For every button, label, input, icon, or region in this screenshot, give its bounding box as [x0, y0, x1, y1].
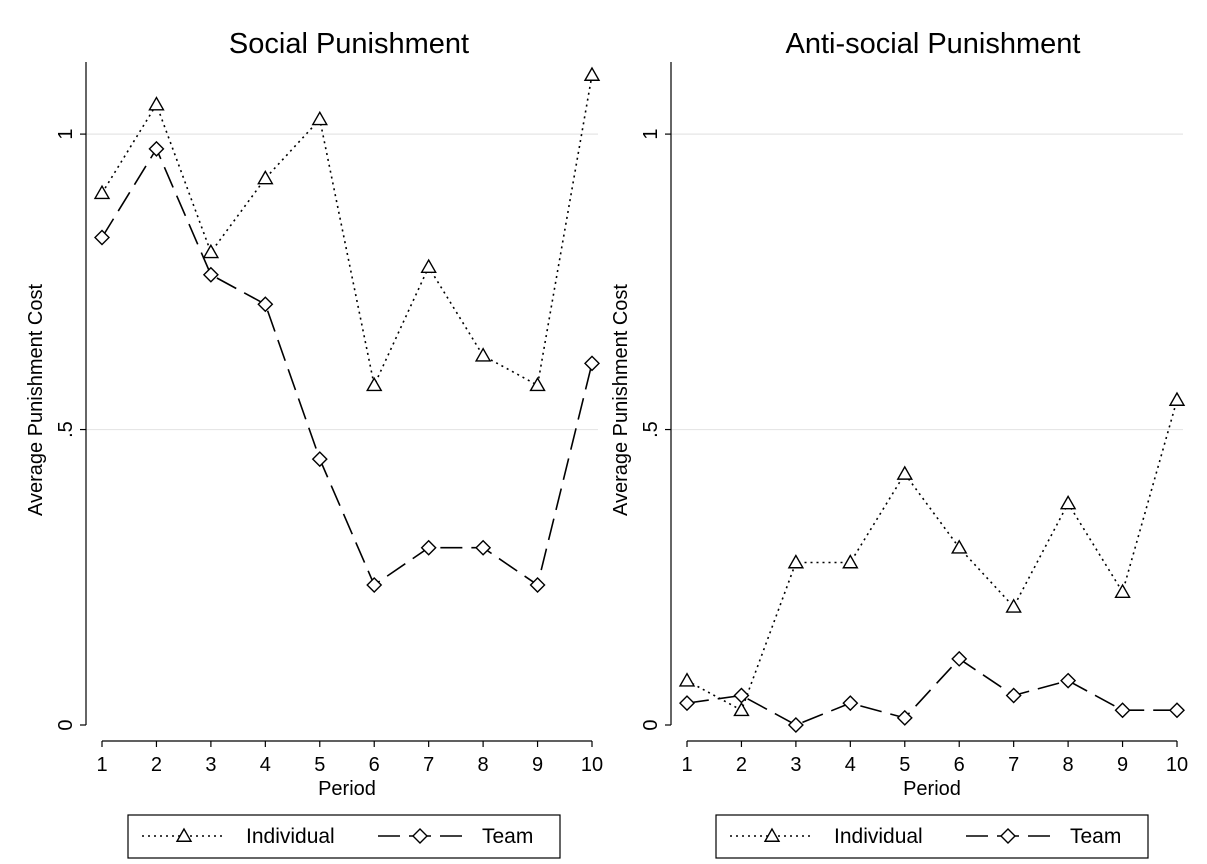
data-point-team-9 [1114, 702, 1131, 719]
data-point-individual-8 [474, 347, 492, 362]
data-point-individual-9 [1114, 583, 1131, 598]
data-point-team-9 [529, 576, 546, 593]
legend-box [127, 814, 561, 859]
y-tick-label-0: 0 [55, 719, 77, 730]
data-point-individual-3 [787, 554, 805, 569]
data-point-team-1 [679, 695, 695, 712]
y-tick-label-2: 1 [55, 129, 77, 140]
x-tick-label-8: 9 [1117, 754, 1128, 776]
data-point-individual-8 [1059, 494, 1077, 510]
data-point-individual-2 [733, 701, 750, 717]
data-point-individual-10 [1168, 391, 1186, 406]
x-tick-label-3: 4 [845, 754, 856, 776]
x-axis-label: Period [318, 778, 376, 800]
data-point-individual-6 [366, 376, 383, 392]
x-tick-label-6: 7 [423, 754, 434, 776]
x-tick-label-9: 10 [581, 754, 603, 776]
legend-label-team: Team [1070, 825, 1121, 848]
chart-panel-1: 0 .5 1 1 2 3 4 5 6 7 8 9 10 Social Punishment Period Av… [25, 28, 603, 859]
data-point-individual-5 [896, 465, 913, 480]
data-point-team-8 [1060, 672, 1077, 689]
y-axis-label: Average Punishment Cost [610, 284, 632, 516]
data-point-individual-2 [148, 96, 165, 111]
x-tick-label-9: 10 [1166, 754, 1188, 776]
data-point-team-2 [148, 140, 165, 157]
series-line-team [101, 147, 593, 587]
x-tick-label-4: 5 [314, 754, 325, 776]
data-point-team-8 [475, 539, 492, 556]
legend-marker-individual [175, 827, 193, 842]
data-point-individual-1 [678, 672, 696, 687]
x-tick-label-6: 7 [1008, 754, 1019, 776]
series-line-individual [686, 399, 1178, 712]
data-point-individual-7 [1005, 598, 1022, 613]
legend-marker-team [412, 828, 428, 844]
data-point-individual-7 [420, 258, 437, 273]
x-tick-label-1: 2 [736, 754, 747, 776]
series-line-individual [101, 74, 593, 388]
data-point-team-7 [1005, 687, 1022, 704]
x-tick-label-2: 3 [790, 754, 801, 776]
data-point-team-6 [366, 576, 383, 593]
data-point-individual-10 [583, 66, 601, 81]
chart-title: Social Punishment [229, 28, 469, 60]
legend: Individual Team [127, 814, 561, 859]
data-point-team-10 [584, 355, 600, 372]
data-point-team-3 [787, 717, 804, 733]
legend: Individual Team [715, 814, 1149, 859]
chart-title: Anti-social Punishment [786, 28, 1081, 60]
x-tick-label-2: 3 [205, 754, 216, 776]
x-tick-label-5: 6 [369, 754, 380, 776]
data-point-team-4 [257, 296, 274, 313]
data-point-team-5 [896, 709, 913, 726]
data-point-team-3 [202, 266, 219, 283]
data-point-team-2 [733, 687, 750, 704]
y-axis-label: Average Punishment Cost [25, 284, 47, 516]
x-axis-label: Period [903, 778, 961, 800]
data-point-team-1 [94, 229, 110, 246]
y-tick-label-0: 0 [640, 719, 662, 730]
x-tick-label-0: 1 [681, 754, 692, 776]
data-point-team-10 [1169, 702, 1185, 719]
chart-panel-2: 0 .5 1 1 2 3 4 5 6 7 8 9 10 Anti-social Punishment Per… [610, 28, 1188, 859]
data-point-team-5 [311, 451, 328, 468]
data-point-individual-5 [311, 110, 328, 126]
y-tick-label-1: .5 [55, 421, 77, 438]
data-point-individual-1 [93, 184, 111, 200]
legend-box [715, 814, 1149, 859]
data-point-individual-3 [202, 243, 220, 259]
legend-label-individual: Individual [246, 825, 335, 848]
x-tick-label-1: 2 [151, 754, 162, 776]
x-tick-label-0: 1 [96, 754, 107, 776]
x-tick-label-7: 8 [478, 754, 489, 776]
legend-label-team: Team [482, 825, 533, 848]
legend-label-individual: Individual [834, 825, 923, 848]
x-tick-label-4: 5 [899, 754, 910, 776]
y-tick-label-1: .5 [640, 421, 662, 438]
series-line-team [686, 657, 1177, 726]
legend-marker-individual [763, 827, 781, 842]
data-point-team-7 [420, 539, 437, 556]
data-point-individual-4 [257, 169, 274, 185]
x-tick-label-7: 8 [1063, 754, 1074, 776]
x-tick-label-8: 9 [532, 754, 543, 776]
data-point-individual-6 [951, 539, 968, 554]
y-tick-label-2: 1 [640, 129, 662, 140]
data-point-team-6 [951, 650, 968, 667]
data-point-team-4 [842, 695, 859, 712]
x-tick-label-3: 4 [260, 754, 271, 776]
legend-marker-team [1000, 828, 1016, 844]
x-tick-label-5: 6 [954, 754, 965, 776]
data-point-individual-9 [529, 376, 546, 392]
data-point-individual-4 [842, 554, 859, 569]
